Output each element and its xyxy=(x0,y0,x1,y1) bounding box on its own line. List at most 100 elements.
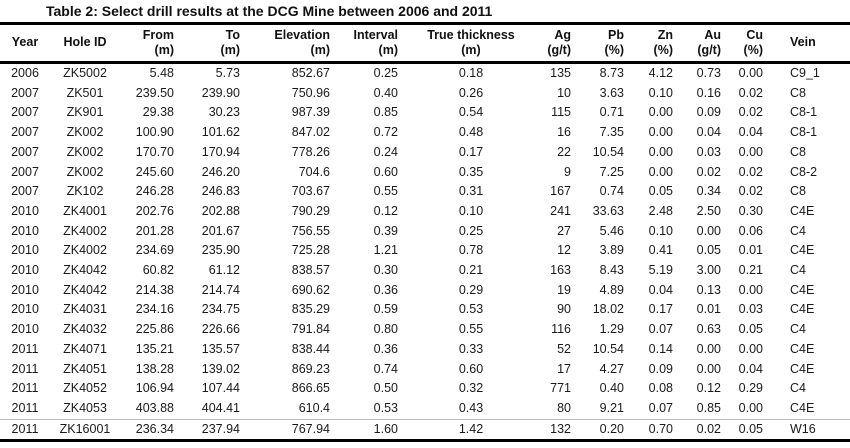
cell-hole-id: ZK4042 xyxy=(63,282,107,297)
cell-ag: 115 xyxy=(551,105,571,120)
cell-to: 5.73 xyxy=(215,66,240,80)
cell-elevation: 852.67 xyxy=(291,66,330,80)
cell-interval: 1.21 xyxy=(373,243,398,258)
cell-zn: 0.07 xyxy=(648,322,673,337)
cell-interval: 0.60 xyxy=(373,164,398,179)
column-label: Pb xyxy=(608,28,624,42)
cell-vein: C4E xyxy=(790,341,815,356)
column-header-interval: Interval (m) xyxy=(336,23,412,64)
cell-vein: C8-1 xyxy=(790,105,818,120)
cell-to: 234.75 xyxy=(201,302,240,317)
cell-au: 0.63 xyxy=(696,322,721,337)
cell-from: 214.38 xyxy=(135,282,174,297)
cell-vein: C4E xyxy=(790,302,815,317)
cell-true-thickness: 0.54 xyxy=(458,105,484,120)
cell-cu: 0.29 xyxy=(738,381,763,396)
cell-ag: 80 xyxy=(557,400,571,415)
cell-elevation: 838.44 xyxy=(291,341,330,356)
cell-au: 0.34 xyxy=(696,184,721,199)
cell-ag: 16 xyxy=(557,125,571,140)
cell-pb: 10.54 xyxy=(592,144,624,159)
cell-hole-id: ZK4051 xyxy=(63,361,107,376)
cell-zn: 0.00 xyxy=(648,144,673,159)
table-row: 2010 ZK4042 214.38 214.74 690.62 0.36 0.29 19 4.… xyxy=(0,281,850,301)
cell-pb: 3.89 xyxy=(599,243,624,258)
cell-ag: 52 xyxy=(557,341,571,356)
cell-hole-id: ZK4032 xyxy=(63,322,107,337)
cell-from: 202.76 xyxy=(135,203,174,218)
cell-true-thickness: 0.31 xyxy=(458,184,484,199)
cell-year: 2007 xyxy=(11,164,39,179)
cell-interval: 0.85 xyxy=(373,105,398,120)
cell-interval: 0.36 xyxy=(373,341,398,356)
cell-au: 0.02 xyxy=(676,418,724,441)
cell-vein: C4 xyxy=(790,223,806,238)
cell-vein: C4E xyxy=(790,243,815,258)
cell-hole-id: ZK4002 xyxy=(63,223,107,238)
cell-elevation: 791.84 xyxy=(291,322,330,337)
cell-to: 107.44 xyxy=(201,381,240,396)
cell-elevation: 847.02 xyxy=(291,125,330,140)
cell-from: 403.88 xyxy=(135,400,174,415)
cell-hole-id: ZK4053 xyxy=(63,400,107,415)
cell-to: 202.88 xyxy=(201,203,240,218)
cell-hole-id: ZK4031 xyxy=(63,302,107,317)
cell-au: 0.00 xyxy=(696,223,721,238)
cell-interval: 0.50 xyxy=(373,381,398,396)
cell-cu: 0.04 xyxy=(738,125,763,140)
cell-zn: 4.12 xyxy=(648,66,673,80)
column-label: Hole ID xyxy=(63,35,107,50)
cell-elevation: 750.96 xyxy=(291,85,330,100)
cell-from: 170.70 xyxy=(135,144,174,159)
table-row: 2011 ZK16001 236.34 237.94 767.94 1.60 1.42 132… xyxy=(0,418,850,441)
cell-true-thickness: 0.48 xyxy=(458,125,484,140)
column-header-year: Year xyxy=(0,23,50,64)
cell-cu: 0.21 xyxy=(738,263,763,278)
column-label: Elevation xyxy=(274,28,330,42)
cell-au: 0.03 xyxy=(696,144,721,159)
cell-true-thickness: 0.60 xyxy=(458,361,484,376)
cell-true-thickness: 1.42 xyxy=(412,418,530,441)
cell-to: 235.90 xyxy=(201,243,240,258)
cell-pb: 3.63 xyxy=(599,85,624,100)
cell-cu: 0.30 xyxy=(738,203,763,218)
cell-interval: 0.72 xyxy=(373,125,398,140)
cell-cu: 0.03 xyxy=(738,302,763,317)
cell-to: 246.83 xyxy=(201,184,240,199)
cell-pb: 0.40 xyxy=(599,381,624,396)
cell-interval: 0.55 xyxy=(373,184,398,199)
cell-interval: 0.36 xyxy=(373,282,398,297)
cell-zn: 0.41 xyxy=(648,243,673,258)
cell-zn: 0.10 xyxy=(648,223,673,238)
cell-ag: 12 xyxy=(557,243,571,258)
cell-interval: 0.59 xyxy=(373,302,398,317)
cell-year: 2007 xyxy=(11,144,39,159)
cell-pb: 8.73 xyxy=(599,66,624,80)
cell-zn: 0.00 xyxy=(648,125,673,140)
cell-hole-id: ZK901 xyxy=(66,105,104,120)
cell-cu: 0.02 xyxy=(738,85,763,100)
cell-interval: 0.40 xyxy=(373,85,398,100)
cell-elevation: 704.6 xyxy=(298,164,330,179)
cell-from: 239.50 xyxy=(135,85,174,100)
cell-to: 101.62 xyxy=(201,125,240,140)
cell-to: 214.74 xyxy=(201,282,240,297)
cell-cu: 0.00 xyxy=(738,66,763,80)
header-row: Year Hole ID From (m) To (m) Elevation (m) Inter… xyxy=(0,23,850,64)
cell-elevation: 725.28 xyxy=(291,243,330,258)
cell-from: 245.60 xyxy=(135,164,174,179)
cell-hole-id: ZK16001 xyxy=(50,418,120,441)
cell-interval: 0.74 xyxy=(373,361,398,376)
cell-au: 0.00 xyxy=(696,361,721,376)
column-unit: (m) xyxy=(154,42,174,57)
cell-zn: 0.08 xyxy=(648,381,673,396)
table-body: 2006 ZK5002 5.48 5.73 852.67 0.25 0.18 135 8.73 4… xyxy=(0,63,850,441)
column-header-pb: Pb (%) xyxy=(575,23,628,64)
column-unit: (m) xyxy=(461,42,481,57)
cell-cu: 0.00 xyxy=(738,341,763,356)
cell-vein: C4E xyxy=(790,400,815,415)
cell-true-thickness: 0.29 xyxy=(458,282,484,297)
cell-elevation: 869.23 xyxy=(291,361,330,376)
cell-elevation: 790.29 xyxy=(291,203,330,218)
cell-ag: 27 xyxy=(557,223,571,238)
